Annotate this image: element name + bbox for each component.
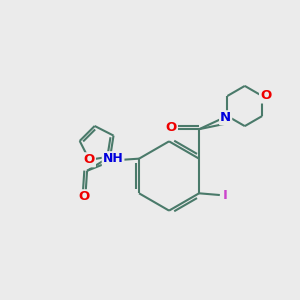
Text: O: O: [166, 121, 177, 134]
Text: O: O: [78, 190, 89, 203]
Text: NH: NH: [103, 152, 123, 165]
Text: I: I: [223, 188, 227, 202]
Text: O: O: [84, 153, 95, 166]
Text: O: O: [260, 89, 271, 103]
Text: N: N: [220, 111, 231, 124]
